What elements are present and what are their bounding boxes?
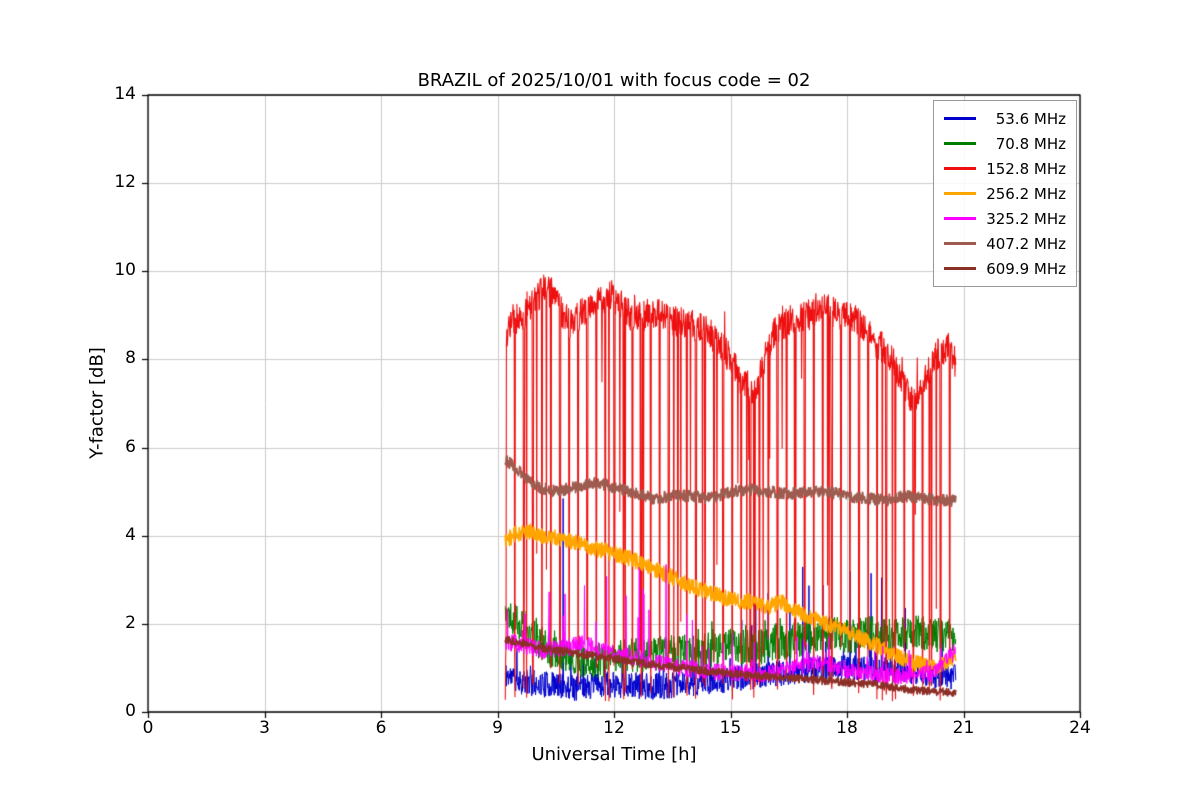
legend-swatch — [944, 217, 977, 220]
x-tick-label: 3 — [259, 718, 270, 738]
legend-item: 53.6 MHz — [944, 108, 1066, 129]
y-tick-label: 0 — [125, 701, 136, 721]
legend-item: 407.2 MHz — [944, 233, 1066, 254]
x-tick-label: 0 — [142, 718, 154, 738]
legend-item: 609.9 MHz — [944, 258, 1066, 279]
x-tick-label: 15 — [719, 718, 742, 738]
y-tick-label: 2 — [125, 612, 136, 633]
legend-label: 152.8 MHz — [986, 159, 1066, 178]
y-tick-label: 12 — [114, 172, 136, 193]
legend-swatch — [944, 142, 977, 145]
x-tick-label: 12 — [603, 718, 625, 738]
legend-item: 256.2 MHz — [944, 183, 1066, 204]
legend-swatch — [944, 267, 977, 270]
y-axis-label: Y-factor [dB] — [86, 347, 108, 459]
legend-label: 325.2 MHz — [986, 209, 1066, 228]
legend-label: 70.8 MHz — [986, 134, 1066, 153]
legend-swatch — [944, 117, 977, 120]
y-tick-label: 4 — [125, 524, 136, 545]
x-tick-label: 18 — [836, 718, 858, 738]
legend-swatch — [944, 192, 977, 195]
legend-label: 609.9 MHz — [986, 259, 1066, 278]
legend-label: 407.2 MHz — [986, 234, 1066, 253]
legend-item: 325.2 MHz — [944, 208, 1066, 229]
y-tick-label: 8 — [125, 348, 136, 369]
legend-swatch — [944, 242, 977, 245]
legend-label: 256.2 MHz — [986, 184, 1066, 203]
x-tick-label: 21 — [952, 718, 975, 738]
y-tick-label: 6 — [125, 436, 136, 457]
legend-item: 152.8 MHz — [944, 158, 1066, 179]
x-tick-label: 9 — [492, 718, 503, 738]
legend: 53.6 MHz 70.8 MHz 152.8 MHz 256.2 MHz 325.2… — [933, 100, 1077, 287]
x-tick-label: 6 — [375, 718, 387, 738]
x-axis-label: Universal Time [h] — [531, 744, 697, 765]
legend-item: 70.8 MHz — [944, 133, 1066, 154]
legend-label: 53.6 MHz — [986, 109, 1066, 128]
legend-swatch — [944, 167, 977, 170]
chart-title: BRAZIL of 2025/10/01 with focus code = 0… — [417, 70, 811, 91]
y-tick-label: 10 — [114, 260, 136, 281]
x-tick-label: 24 — [1069, 718, 1091, 738]
y-tick-label: 14 — [114, 84, 136, 104]
